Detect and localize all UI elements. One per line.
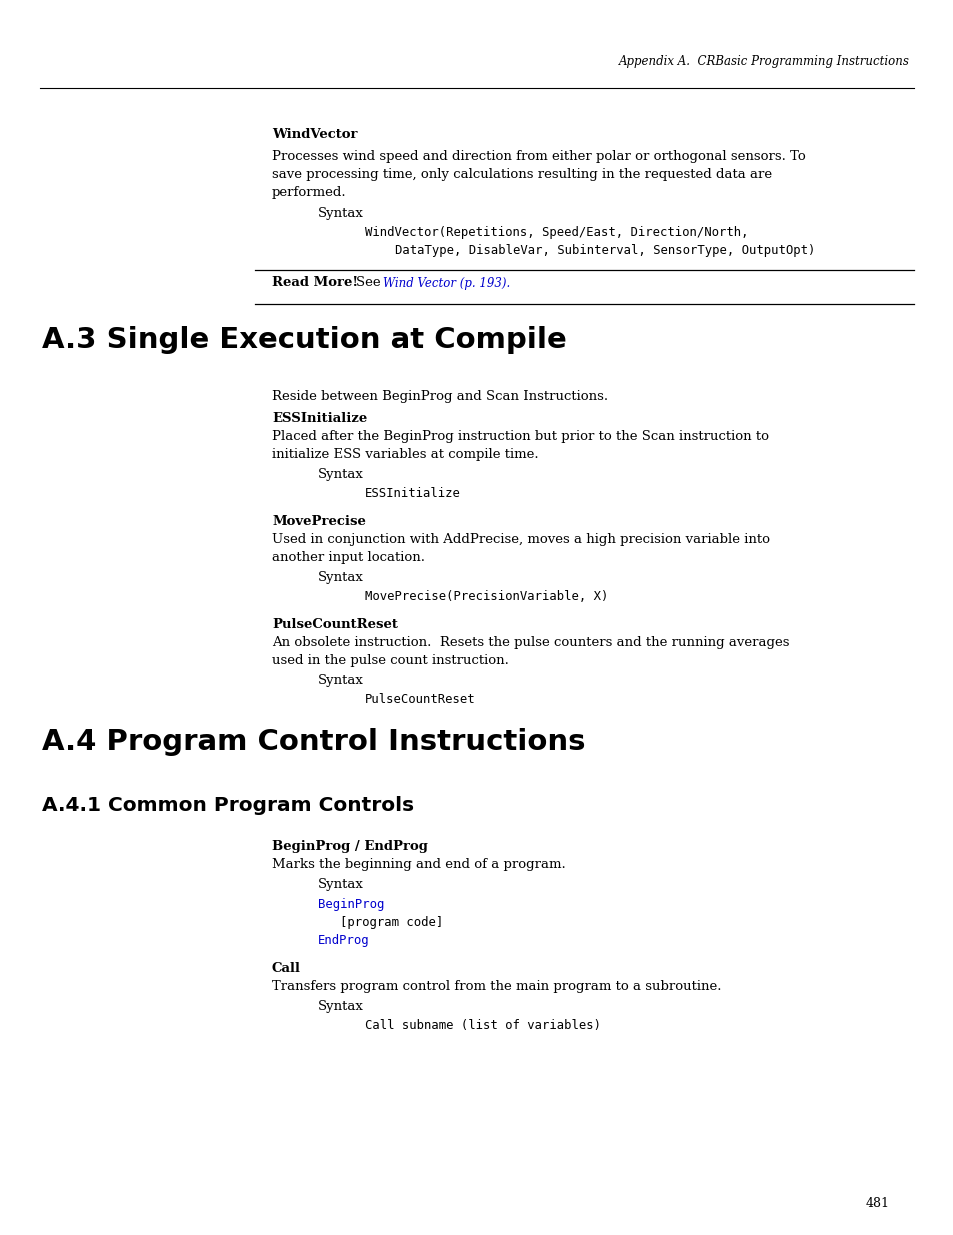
Text: Placed after the BeginProg instruction but prior to the Scan instruction to: Placed after the BeginProg instruction b… xyxy=(272,430,768,443)
Text: [program code]: [program code] xyxy=(339,916,443,929)
Text: A.3 Single Execution at Compile: A.3 Single Execution at Compile xyxy=(42,326,566,354)
Text: BeginProg / EndProg: BeginProg / EndProg xyxy=(272,840,428,853)
Text: Appendix A.  CRBasic Programming Instructions: Appendix A. CRBasic Programming Instruct… xyxy=(618,56,909,68)
Text: EndProg: EndProg xyxy=(317,934,369,947)
Text: BeginProg: BeginProg xyxy=(317,898,384,911)
Text: performed.: performed. xyxy=(272,186,346,199)
Text: Syntax: Syntax xyxy=(317,1000,363,1013)
Text: Marks the beginning and end of a program.: Marks the beginning and end of a program… xyxy=(272,858,565,871)
Text: PulseCountReset: PulseCountReset xyxy=(365,693,476,706)
Text: Reside between BeginProg and Scan Instructions.: Reside between BeginProg and Scan Instru… xyxy=(272,390,607,403)
Text: PulseCountReset: PulseCountReset xyxy=(272,618,397,631)
Text: Syntax: Syntax xyxy=(317,674,363,687)
Text: WindVector(Repetitions, Speed/East, Direction/North,: WindVector(Repetitions, Speed/East, Dire… xyxy=(365,226,748,240)
Text: Syntax: Syntax xyxy=(317,571,363,584)
Text: Processes wind speed and direction from either polar or orthogonal sensors. To: Processes wind speed and direction from … xyxy=(272,149,805,163)
Text: used in the pulse count instruction.: used in the pulse count instruction. xyxy=(272,655,508,667)
Text: save processing time, only calculations resulting in the requested data are: save processing time, only calculations … xyxy=(272,168,771,182)
Text: ESSInitialize: ESSInitialize xyxy=(272,412,367,425)
Text: Read More!: Read More! xyxy=(272,277,357,289)
Text: initialize ESS variables at compile time.: initialize ESS variables at compile time… xyxy=(272,448,538,461)
Text: Syntax: Syntax xyxy=(317,207,363,220)
Text: another input location.: another input location. xyxy=(272,551,424,564)
Text: A.4.1 Common Program Controls: A.4.1 Common Program Controls xyxy=(42,797,414,815)
Text: Call: Call xyxy=(272,962,301,974)
Text: Wind Vector (p. 193).: Wind Vector (p. 193). xyxy=(382,277,510,289)
Text: DataType, DisableVar, Subinterval, SensorType, OutputOpt): DataType, DisableVar, Subinterval, Senso… xyxy=(395,245,815,257)
Text: 481: 481 xyxy=(865,1197,889,1210)
Text: Syntax: Syntax xyxy=(317,878,363,890)
Text: ESSInitialize: ESSInitialize xyxy=(365,487,460,500)
Text: Syntax: Syntax xyxy=(317,468,363,480)
Text: Call subname (list of variables): Call subname (list of variables) xyxy=(365,1019,600,1032)
Text: MovePrecise(PrecisionVariable, X): MovePrecise(PrecisionVariable, X) xyxy=(365,590,608,603)
Text: WindVector: WindVector xyxy=(272,128,357,141)
Text: See: See xyxy=(355,277,384,289)
Text: Transfers program control from the main program to a subroutine.: Transfers program control from the main … xyxy=(272,981,720,993)
Text: An obsolete instruction.  Resets the pulse counters and the running averages: An obsolete instruction. Resets the puls… xyxy=(272,636,789,650)
Text: Used in conjunction with AddPrecise, moves a high precision variable into: Used in conjunction with AddPrecise, mov… xyxy=(272,534,769,546)
Text: A.4 Program Control Instructions: A.4 Program Control Instructions xyxy=(42,727,585,756)
Text: MovePrecise: MovePrecise xyxy=(272,515,366,529)
